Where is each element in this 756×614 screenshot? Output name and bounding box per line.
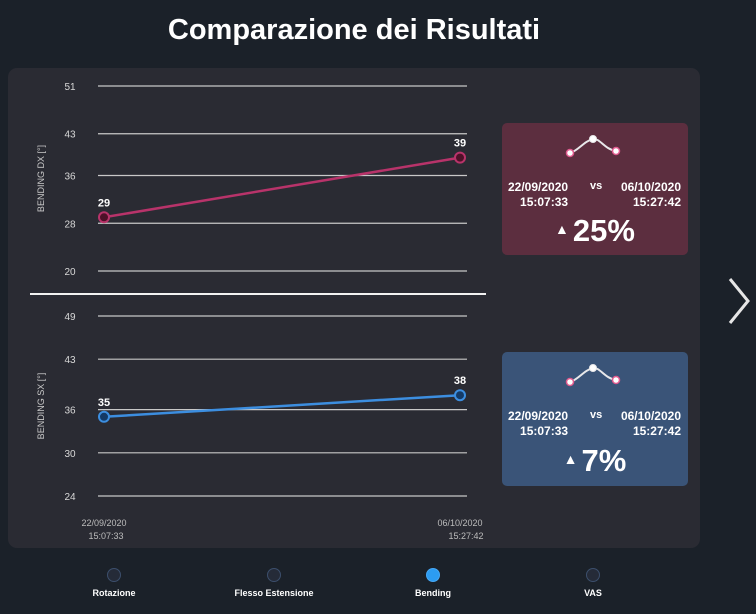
trend-sparkline-icon (565, 364, 621, 387)
data-point (98, 211, 110, 224)
card-change: ▲ 25% (502, 213, 688, 249)
trend-sparkline-icon (565, 135, 621, 158)
comparison-charts: 51 43 36 28 20 BENDING DX [°] 29 39 49 43 36 30 24 BE… (30, 82, 486, 541)
page-indicator: Rotazione Flesso Estensione Bending VAS (0, 560, 708, 608)
card-date-right: 06/10/2020 15:27:42 (621, 409, 681, 439)
y-tick-label: 49 (64, 312, 76, 323)
pager-label-flesso-estensione[interactable]: Flesso Estensione (234, 588, 314, 598)
card-vs: vs (590, 409, 603, 421)
y-tick-label: 36 (64, 406, 76, 417)
y-axis-label: BENDING SX [°] (36, 373, 46, 440)
card-change: ▲ 7% (502, 443, 688, 479)
y-tick-label: 30 (64, 449, 76, 460)
data-label: 38 (454, 375, 466, 387)
pager-label-bending[interactable]: Bending (415, 588, 451, 598)
pager-dot-rotazione[interactable] (107, 568, 121, 582)
pager-dot-bending[interactable] (426, 568, 440, 582)
x-tick-time: 15:07:33 (88, 531, 123, 541)
x-tick-time: 15:27:42 (448, 531, 483, 541)
data-point (454, 389, 466, 402)
series-line (103, 393, 461, 419)
card-vs: vs (590, 180, 603, 192)
card-change-value: 7% (581, 443, 627, 478)
pager-dot-flesso-estensione[interactable] (267, 568, 281, 582)
y-tick-label: 51 (64, 82, 76, 93)
pager-dot-vas[interactable] (586, 568, 600, 582)
data-label: 29 (98, 197, 110, 209)
data-point (98, 410, 110, 423)
y-tick-label: 36 (64, 172, 76, 183)
y-tick-label: 28 (64, 219, 76, 230)
series-line (103, 156, 461, 219)
chevron-right-icon[interactable] (724, 275, 752, 327)
data-label: 35 (98, 397, 110, 409)
card-date-right-day: 06/10/2020 (620, 409, 681, 423)
card-date-left-time: 15:07:33 (520, 195, 569, 209)
y-tick-label: 43 (64, 130, 76, 141)
y-tick-label: 43 (64, 355, 76, 366)
card-date-left-day: 22/09/2020 (508, 409, 569, 423)
x-tick-date: 06/10/2020 (437, 518, 482, 528)
y-tick-label: 20 (64, 267, 76, 278)
card-date-right-time: 15:27:42 (632, 195, 681, 209)
data-point (454, 151, 466, 164)
pager-label-rotazione[interactable]: Rotazione (92, 588, 136, 598)
card-date-left-time: 15:07:33 (520, 424, 569, 438)
card-date-left: 22/09/2020 15:07:33 (508, 180, 568, 210)
card-date-left: 22/09/2020 15:07:33 (508, 409, 568, 439)
y-axis-label: BENDING DX [°] (36, 145, 46, 212)
y-tick-label: 24 (64, 492, 76, 503)
change-card-sx: 22/09/2020 15:07:33 vs 06/10/2020 15:27:… (502, 352, 688, 486)
page-title: Comparazione dei Risultati (167, 14, 541, 46)
card-date-right-time: 15:27:42 (632, 424, 681, 438)
card-date-left-day: 22/09/2020 (508, 180, 569, 194)
triangle-up-icon: ▲ (563, 450, 578, 467)
card-change-value: 25% (572, 213, 635, 248)
pager-label-vas[interactable]: VAS (584, 588, 602, 598)
change-card-dx: 22/09/2020 15:07:33 vs 06/10/2020 15:27:… (502, 123, 688, 255)
triangle-up-icon: ▲ (555, 220, 569, 237)
x-tick-date: 22/09/2020 (81, 518, 126, 528)
data-label: 39 (454, 138, 466, 150)
card-date-right: 06/10/2020 15:27:42 (621, 180, 681, 210)
card-date-right-day: 06/10/2020 (620, 180, 681, 194)
